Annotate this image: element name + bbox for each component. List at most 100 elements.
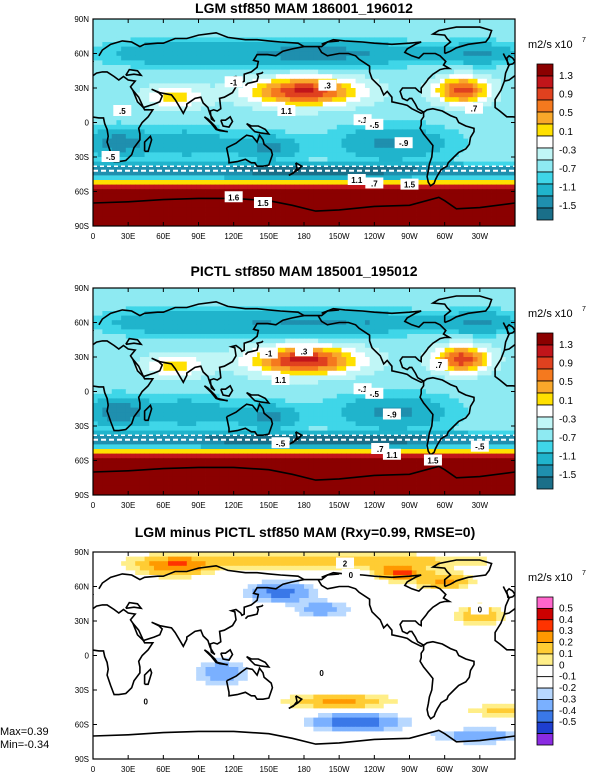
contour-label-bg	[113, 105, 132, 116]
colorbar-swatch	[536, 733, 554, 746]
contour-label: -.5	[370, 121, 380, 130]
colorbar-label: -0.3	[559, 145, 577, 156]
contour-label: 1.5	[257, 199, 269, 208]
lon-tick-label: 120W	[364, 501, 385, 510]
lon-tick-label: 180	[297, 765, 311, 774]
lon-tick-label: 90W	[401, 765, 418, 774]
lon-tick-label: 120E	[224, 765, 243, 774]
panel-title: LGM stf850 MAM 186001_196012	[195, 0, 413, 16]
colorbar-swatch	[536, 87, 554, 101]
lat-tick-label: 30S	[75, 686, 89, 695]
coastlines	[93, 559, 515, 745]
contour-label-bg	[253, 197, 272, 208]
contour-label-bg	[423, 454, 442, 466]
colorbar-label: 0.3	[559, 626, 573, 637]
colorbar-swatch	[536, 428, 554, 442]
contour-label: 1.5	[404, 181, 416, 190]
colorbar-label: 0	[559, 660, 565, 671]
contour-label-bg	[259, 347, 278, 359]
contour-label: 1.1	[275, 376, 287, 385]
lon-tick-label: 90W	[401, 501, 418, 510]
lon-tick-label: 120E	[224, 232, 243, 241]
colorbar-label: 0.1	[559, 396, 573, 407]
lon-tick-label: 150W	[329, 765, 350, 774]
contour-label: 1.5	[427, 457, 439, 466]
lat-tick-label: 90N	[74, 15, 89, 24]
contour-label: 0	[349, 571, 354, 580]
colorbar-label: -0.3	[559, 694, 577, 705]
contour-label: 2	[343, 560, 348, 569]
contour-label-bg	[347, 174, 366, 185]
lon-tick-label: 150E	[259, 501, 278, 510]
colorbar-label: 1.3	[559, 71, 573, 82]
contour-label-bg	[312, 666, 331, 678]
colorbar-label: -0.2	[559, 683, 577, 694]
colorbar-swatch	[536, 596, 554, 609]
contour-label: 0	[144, 698, 149, 707]
contour-label: -.9	[399, 139, 409, 148]
lat-tick-label: 0	[85, 652, 90, 661]
contour-label-bg	[400, 178, 419, 190]
colorbar-swatch	[536, 332, 554, 346]
lon-tick-label: 150W	[329, 232, 350, 241]
contour-label: .7	[371, 179, 378, 188]
colorbar-swatch	[536, 721, 554, 735]
lat-tick-label: 60S	[75, 457, 89, 466]
contour-label: 1.1	[351, 176, 363, 185]
contour-label: .7	[377, 445, 384, 454]
contour-label-bg	[224, 191, 243, 203]
contour-label-bg	[365, 118, 384, 130]
colorbar-label: 0.4	[559, 615, 573, 626]
colorbar-swatch	[536, 159, 554, 173]
colorbar-swatch	[536, 476, 554, 490]
lat-tick-label: 90S	[75, 222, 89, 231]
colorbar-label: -0.7	[559, 164, 577, 175]
colorbar-units-exponent: 7	[582, 306, 586, 313]
panel-pictl: PICTL stf850 MAM 185001_195012 -1 .3 1.1 -.…	[0, 261, 592, 521]
contour-label-bg	[470, 440, 489, 452]
contour-label: -.5	[475, 443, 485, 452]
contour-label-bg	[382, 448, 401, 460]
lon-tick-label: 150E	[259, 765, 278, 774]
lat-tick-label: 30N	[74, 353, 89, 362]
lon-tick-label: 0	[91, 232, 96, 241]
colorbar-swatch	[536, 123, 554, 137]
colorbar-label: -1.1	[559, 183, 577, 194]
lon-tick-label: 30E	[121, 501, 135, 510]
colorbar-units: m2/s x10	[528, 39, 573, 51]
colorbar-swatch	[536, 392, 554, 406]
panel-difference: LGM minus PICTL stf850 MAM (Rxy=0.99, RM…	[0, 522, 592, 782]
coastlines	[93, 295, 515, 481]
contour-label-bg	[136, 695, 155, 707]
colorbar-swatch	[536, 676, 554, 689]
map-plot: -1.31.1-.1-.5.7-.9-.5.71.11.5-.590N60N30…	[74, 284, 586, 510]
lat-tick-label: 0	[85, 388, 90, 397]
contour-label: .7	[471, 105, 478, 114]
colorbar-units-exponent: 7	[582, 37, 586, 44]
lat-tick-label: 90S	[75, 755, 89, 764]
contour-label-bg	[365, 387, 384, 399]
contour-label: -.9	[387, 411, 397, 420]
colorbar-label: 0.5	[559, 108, 573, 119]
contour-label: -.5	[106, 153, 116, 162]
colorbar-label: -0.4	[559, 706, 577, 717]
colorbar-label: 0.1	[559, 649, 573, 660]
contour-label: -.1	[358, 116, 368, 125]
lon-tick-label: 60E	[156, 232, 170, 241]
lon-tick-label: 30E	[121, 765, 135, 774]
colorbar-swatch	[536, 710, 554, 723]
colorbar-label: -1.1	[559, 452, 577, 463]
colorbar-label: -0.1	[559, 672, 577, 683]
contour-label-bg	[371, 443, 390, 454]
lon-tick-label: 120W	[364, 232, 385, 241]
contour-label: .3	[301, 347, 308, 356]
contour-label-bg	[429, 359, 448, 371]
contour-label-bg	[318, 79, 337, 91]
contour-label: 1.6	[228, 193, 240, 202]
lon-tick-label: 150W	[329, 501, 350, 510]
colorbar-label: 0.5	[559, 377, 573, 388]
lon-tick-label: 30E	[121, 232, 135, 241]
lat-tick-label: 60N	[74, 583, 89, 592]
colorbar-units-exponent: 7	[582, 570, 586, 577]
